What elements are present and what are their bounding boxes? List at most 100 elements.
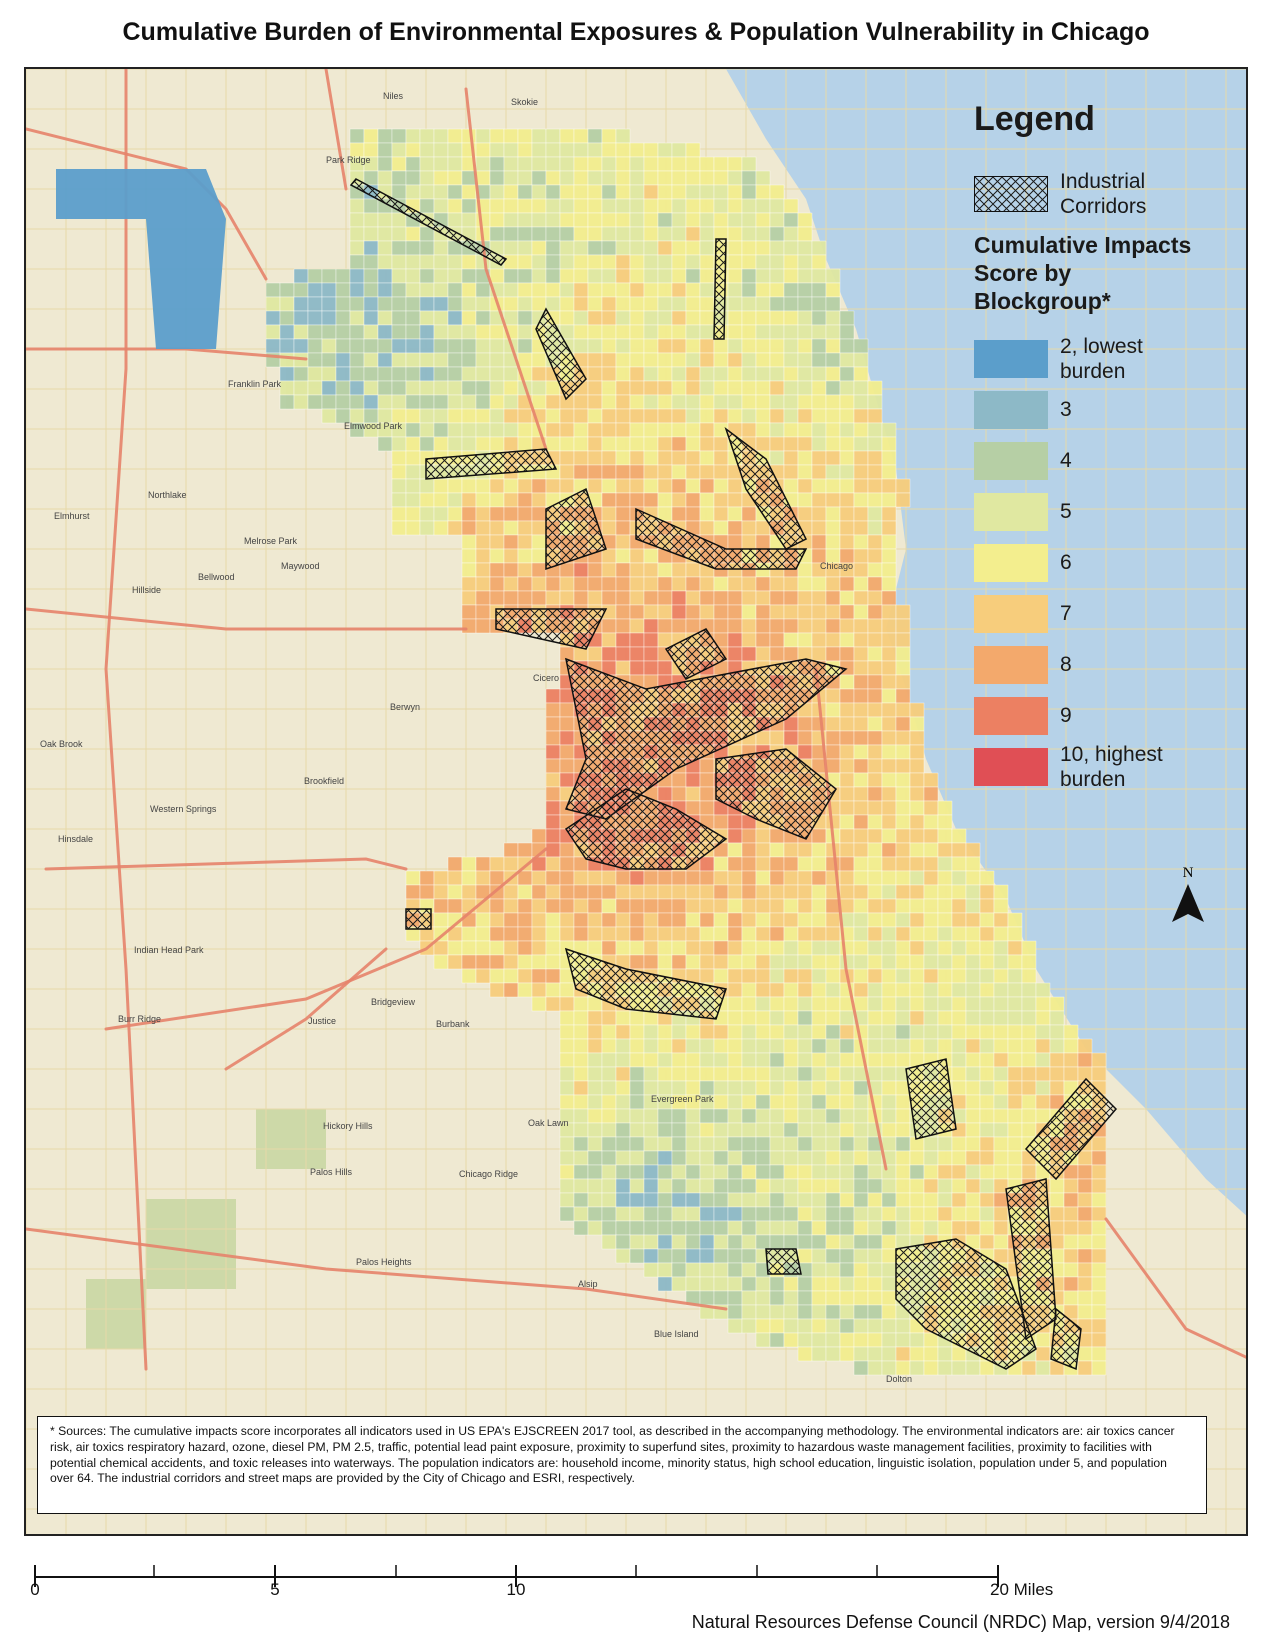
sources-footnote: * Sources: The cumulative impacts score … bbox=[37, 1416, 1207, 1514]
north-arrow-icon bbox=[1172, 884, 1204, 922]
color-swatch bbox=[974, 339, 1048, 378]
place-label: Elmhurst bbox=[54, 511, 90, 521]
place-label: Skokie bbox=[511, 97, 539, 107]
score-class-row: 8 bbox=[974, 639, 1234, 690]
place-label: Palos Hills bbox=[310, 1167, 353, 1177]
place-label: Hickory Hills bbox=[323, 1121, 373, 1131]
map-legend: Legend Industrial Corridors Cumulative I… bbox=[974, 100, 1234, 792]
industrial-corridor bbox=[765, 1248, 802, 1275]
score-class-row: 6 bbox=[974, 537, 1234, 588]
score-class-row: 9 bbox=[974, 690, 1234, 741]
color-swatch bbox=[974, 543, 1048, 582]
score-class-label: 9 bbox=[1060, 704, 1072, 727]
place-label: Melrose Park bbox=[244, 536, 298, 546]
industrial-corridor bbox=[664, 628, 728, 680]
hatch-swatch bbox=[974, 176, 1048, 212]
scale-label-5: 5 bbox=[270, 1580, 280, 1599]
place-label: Maywood bbox=[281, 561, 320, 571]
place-label: Franklin Park bbox=[228, 379, 282, 389]
place-label: Northlake bbox=[148, 490, 187, 500]
color-swatch bbox=[974, 747, 1048, 786]
score-class-label: 4 bbox=[1060, 449, 1072, 472]
color-swatch bbox=[974, 492, 1048, 531]
color-swatch bbox=[974, 696, 1048, 735]
park-area bbox=[86, 1279, 146, 1349]
score-class-row: 3 bbox=[974, 384, 1234, 435]
map-credit: Natural Resources Defense Council (NRDC)… bbox=[691, 1612, 1230, 1632]
north-label: N bbox=[1182, 865, 1194, 881]
place-label: Oak Brook bbox=[40, 739, 83, 749]
industrial-corridor bbox=[713, 238, 727, 340]
score-class-label: 2, lowest burden bbox=[1060, 334, 1143, 383]
place-label: Hillside bbox=[132, 585, 162, 595]
industrial-corridor bbox=[425, 448, 558, 480]
industrial-corridor bbox=[535, 307, 587, 401]
industrial-corridor bbox=[895, 1238, 1037, 1370]
legend-industrial-corridors: Industrial Corridors bbox=[974, 169, 1234, 219]
map-title: Cumulative Burden of Environmental Expos… bbox=[122, 18, 1150, 46]
place-label: Berwyn bbox=[390, 702, 421, 712]
north-arrow: N bbox=[1168, 865, 1208, 931]
place-label: Bellwood bbox=[198, 572, 235, 582]
legend-title: Legend bbox=[974, 100, 1095, 138]
score-class-label: 7 bbox=[1060, 602, 1072, 625]
scale-label-0: 0 bbox=[30, 1580, 40, 1599]
industrial-corridor bbox=[495, 608, 608, 650]
place-label: Blue Island bbox=[654, 1329, 699, 1339]
place-label: Brookfield bbox=[304, 776, 345, 786]
industrial-corridor bbox=[715, 748, 837, 840]
industrial-corridor bbox=[564, 657, 848, 820]
score-class-row: 2, lowest burden bbox=[974, 333, 1234, 384]
place-label: Bridgeview bbox=[371, 997, 416, 1007]
place-label: Park Ridge bbox=[326, 155, 371, 165]
place-label: Burbank bbox=[436, 1019, 470, 1029]
choropleth-map bbox=[26, 69, 1246, 1534]
industrial-corridor bbox=[905, 1058, 957, 1140]
place-label: Chicago bbox=[820, 561, 854, 571]
score-class-label: 5 bbox=[1060, 500, 1072, 523]
park-area bbox=[146, 1199, 236, 1289]
place-label: Justice bbox=[308, 1016, 337, 1026]
industrial-corridor bbox=[635, 507, 808, 570]
score-class-label: 6 bbox=[1060, 551, 1072, 574]
place-label: Chicago Ridge bbox=[459, 1169, 519, 1179]
score-class-row: 10, highest burden bbox=[974, 741, 1234, 792]
score-class-row: 5 bbox=[974, 486, 1234, 537]
place-label: Palos Heights bbox=[356, 1257, 412, 1267]
industrial-corridor bbox=[405, 908, 432, 930]
map-frame: Niles Skokie Park Ridge Franklin Park El… bbox=[24, 67, 1248, 1536]
color-swatch bbox=[974, 594, 1048, 633]
place-label: Elmwood Park bbox=[344, 421, 403, 431]
industrial-corridors-layer bbox=[349, 178, 1118, 1371]
score-class-list: 2, lowest burden 3 4 5 6 7 8 9 10, highest burden bbox=[974, 333, 1234, 792]
score-class-label: 8 bbox=[1060, 653, 1072, 676]
scale-label-end: 20 Miles bbox=[990, 1580, 1054, 1599]
park-area bbox=[256, 1109, 326, 1169]
place-label: Oak Lawn bbox=[528, 1118, 569, 1128]
place-label: Alsip bbox=[578, 1279, 598, 1289]
industrial-corridor bbox=[724, 426, 808, 550]
score-class-label: 3 bbox=[1060, 398, 1072, 421]
color-swatch bbox=[974, 390, 1048, 429]
place-label: Burr Ridge bbox=[118, 1014, 162, 1024]
place-label: Niles bbox=[383, 91, 404, 101]
industrial-corridor bbox=[1050, 1307, 1082, 1371]
industrial-corridor bbox=[349, 178, 508, 266]
color-swatch bbox=[974, 441, 1048, 480]
score-class-row: 4 bbox=[974, 435, 1234, 486]
color-swatch bbox=[974, 645, 1048, 684]
industrial-corridor bbox=[564, 788, 728, 870]
place-label: Western Springs bbox=[150, 804, 217, 814]
industrial-label: Industrial Corridors bbox=[1060, 170, 1147, 218]
score-heading: Cumulative Impacts Score by Blockgroup* bbox=[974, 232, 1192, 314]
place-label: Cicero bbox=[533, 673, 560, 683]
industrial-corridor bbox=[545, 487, 607, 571]
place-label: Evergreen Park bbox=[651, 1094, 714, 1104]
scale-label-10: 10 bbox=[506, 1580, 526, 1599]
place-label: Hinsdale bbox=[58, 834, 94, 844]
ohare-blockgroup bbox=[56, 169, 226, 349]
score-class-row: 7 bbox=[974, 588, 1234, 639]
industrial-corridor bbox=[1024, 1077, 1118, 1181]
place-label: Dolton bbox=[886, 1374, 913, 1384]
scale-bar bbox=[34, 1565, 999, 1587]
